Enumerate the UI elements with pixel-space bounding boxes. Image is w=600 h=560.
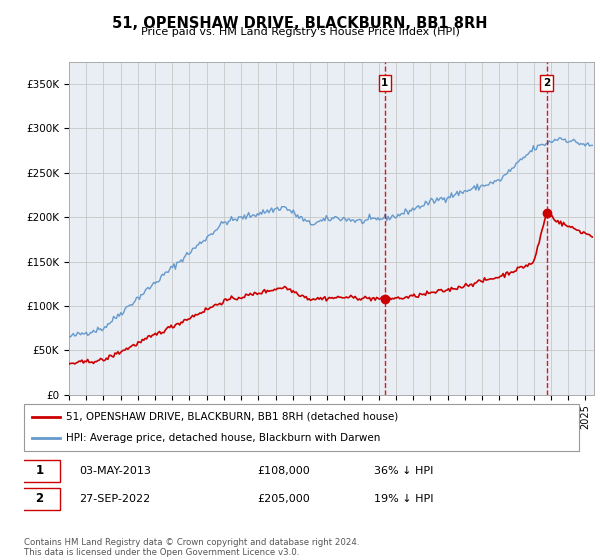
Text: Price paid vs. HM Land Registry's House Price Index (HPI): Price paid vs. HM Land Registry's House … [140, 27, 460, 37]
Text: £108,000: £108,000 [257, 466, 310, 476]
Text: Contains HM Land Registry data © Crown copyright and database right 2024.
This d: Contains HM Land Registry data © Crown c… [24, 538, 359, 557]
Text: HPI: Average price, detached house, Blackburn with Darwen: HPI: Average price, detached house, Blac… [65, 433, 380, 444]
Text: 1: 1 [381, 78, 388, 88]
Text: 1: 1 [35, 464, 44, 478]
Text: 2: 2 [543, 78, 550, 88]
Text: 03-MAY-2013: 03-MAY-2013 [79, 466, 151, 476]
Text: 19% ↓ HPI: 19% ↓ HPI [374, 494, 433, 504]
FancyBboxPatch shape [20, 488, 59, 510]
Text: 2: 2 [35, 492, 44, 506]
FancyBboxPatch shape [20, 460, 59, 482]
Text: 36% ↓ HPI: 36% ↓ HPI [374, 466, 433, 476]
Text: £205,000: £205,000 [257, 494, 310, 504]
Text: 51, OPENSHAW DRIVE, BLACKBURN, BB1 8RH: 51, OPENSHAW DRIVE, BLACKBURN, BB1 8RH [112, 16, 488, 31]
Text: 27-SEP-2022: 27-SEP-2022 [79, 494, 151, 504]
Text: 51, OPENSHAW DRIVE, BLACKBURN, BB1 8RH (detached house): 51, OPENSHAW DRIVE, BLACKBURN, BB1 8RH (… [65, 412, 398, 422]
FancyBboxPatch shape [24, 404, 579, 451]
